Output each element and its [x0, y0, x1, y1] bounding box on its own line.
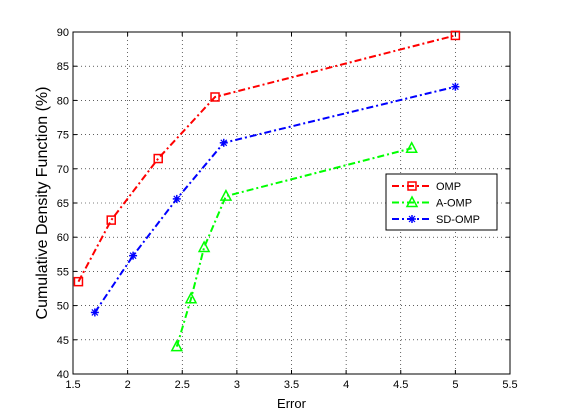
x-tick-label: 4 — [343, 379, 349, 391]
legend-label: OMP — [436, 181, 461, 193]
y-tick-label: 75 — [57, 130, 69, 142]
data-point-omp — [210, 92, 220, 102]
data-point-a-omp — [184, 291, 198, 304]
y-tick-label: 45 — [57, 335, 69, 347]
y-tick-label: 50 — [57, 301, 69, 313]
y-tick-label: 55 — [57, 266, 69, 278]
series-line-a-omp — [175, 147, 412, 347]
data-point-omp — [450, 30, 461, 41]
series-a-omp — [170, 141, 418, 352]
legend-item-a-omp: A-OMP — [392, 195, 472, 210]
data-point-a-omp — [405, 141, 418, 154]
legend-item-sd-omp: SD-OMP — [392, 214, 480, 226]
data-point-sd-omp — [219, 138, 228, 147]
y-axis-label: Cumulative Density Function (%) — [34, 87, 51, 320]
y-tick-label: 90 — [57, 27, 69, 39]
legend-marker — [405, 195, 419, 208]
y-tick-label: 40 — [57, 369, 69, 381]
data-point-omp — [153, 153, 163, 164]
legend-item-omp: OMP — [392, 181, 461, 193]
legend: OMP A-OMP SD-OMP — [385, 173, 498, 231]
data-point-omp — [73, 276, 84, 287]
x-tick-label: 2 — [125, 379, 131, 391]
x-tick-label: 1.5 — [65, 379, 80, 391]
data-point-sd-omp — [90, 308, 99, 317]
legend-marker — [408, 215, 416, 223]
legend-box — [385, 173, 498, 231]
y-tick-label: 85 — [57, 61, 69, 73]
x-tick-label: 3.5 — [284, 379, 299, 391]
series-omp — [73, 30, 461, 287]
y-tick-label: 65 — [57, 198, 69, 210]
x-tick-label: 4.5 — [393, 379, 408, 391]
y-tick-label: 80 — [57, 95, 69, 107]
x-axis-label: Error — [277, 396, 307, 411]
y-tick-label: 70 — [57, 164, 69, 176]
data-point-sd-omp — [451, 82, 460, 91]
data-point-omp — [106, 215, 116, 225]
series-sd-omp — [90, 82, 460, 317]
data-point-sd-omp — [129, 251, 138, 260]
axis-ticks: 1.5 2 2.5 3 3.5 4 4.5 5 5.5 40 45 50 55 60 65 70 75 80 85 9… — [57, 27, 518, 391]
grid — [73, 32, 510, 374]
data-point-a-omp — [170, 339, 184, 352]
data-point-sd-omp — [172, 194, 181, 203]
data-point-a-omp — [197, 240, 211, 253]
y-tick-label: 60 — [57, 232, 69, 244]
x-tick-label: 2.5 — [175, 379, 190, 391]
x-tick-label: 3 — [234, 379, 240, 391]
series-layer — [73, 30, 461, 352]
x-tick-label: 5.5 — [502, 379, 517, 391]
x-tick-label: 5 — [452, 379, 458, 391]
legend-marker — [407, 181, 417, 191]
legend-label: A-OMP — [436, 198, 472, 210]
data-point-a-omp — [219, 189, 233, 201]
legend-label: SD-OMP — [436, 214, 480, 226]
series-line-omp — [77, 34, 456, 283]
